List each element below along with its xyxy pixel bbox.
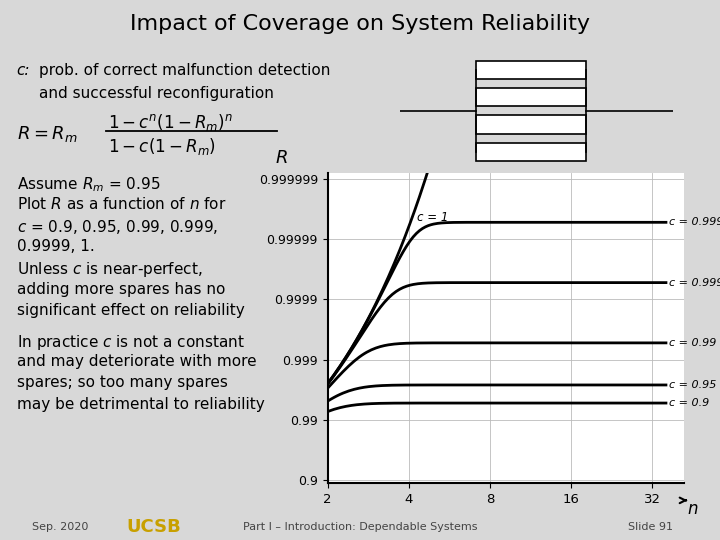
Bar bbox=[476, 116, 585, 133]
Text: 0.9999, 1.: 0.9999, 1. bbox=[17, 239, 94, 254]
Bar bbox=[476, 60, 585, 79]
Text: c = 1: c = 1 bbox=[417, 211, 449, 224]
Text: spares; so too many spares: spares; so too many spares bbox=[17, 375, 228, 390]
Text: $R = R_m$: $R = R_m$ bbox=[17, 124, 77, 144]
Text: prob. of correct malfunction detection: prob. of correct malfunction detection bbox=[39, 63, 330, 78]
Text: c = 0.99: c = 0.99 bbox=[669, 338, 716, 348]
X-axis label: $n$: $n$ bbox=[687, 501, 698, 518]
Text: $c$ = 0.9, 0.95, 0.99, 0.999,: $c$ = 0.9, 0.95, 0.99, 0.999, bbox=[17, 218, 217, 236]
Text: Part I – Introduction: Dependable Systems: Part I – Introduction: Dependable System… bbox=[243, 522, 477, 532]
Text: c = 0.95: c = 0.95 bbox=[669, 380, 716, 390]
Text: and may deteriorate with more: and may deteriorate with more bbox=[17, 354, 256, 369]
Text: c = 0.9: c = 0.9 bbox=[669, 398, 708, 408]
Text: Assume $R_m$ = 0.95: Assume $R_m$ = 0.95 bbox=[17, 175, 160, 194]
Text: c = 0.999: c = 0.999 bbox=[669, 278, 720, 288]
Text: Impact of Coverage on System Reliability: Impact of Coverage on System Reliability bbox=[130, 14, 590, 33]
Text: Unless $c$ is near-perfect,: Unless $c$ is near-perfect, bbox=[17, 260, 202, 280]
Bar bbox=[476, 143, 585, 161]
Text: may be detrimental to reliability: may be detrimental to reliability bbox=[17, 397, 264, 412]
Text: $1 - c(1 - R_m)$: $1 - c(1 - R_m)$ bbox=[108, 136, 216, 157]
Text: c:: c: bbox=[17, 63, 30, 78]
Text: adding more spares has no: adding more spares has no bbox=[17, 282, 225, 297]
Text: Slide 91: Slide 91 bbox=[628, 522, 673, 532]
Text: $1 - c^n(1 - R_m)^n$: $1 - c^n(1 - R_m)^n$ bbox=[108, 112, 233, 133]
Text: In practice $c$ is not a constant: In practice $c$ is not a constant bbox=[17, 333, 244, 352]
Text: c = 0.9999: c = 0.9999 bbox=[669, 217, 720, 227]
Text: significant effect on reliability: significant effect on reliability bbox=[17, 303, 244, 318]
Text: Plot $R$ as a function of $n$ for: Plot $R$ as a function of $n$ for bbox=[17, 197, 226, 212]
Text: UCSB: UCSB bbox=[126, 518, 181, 536]
Text: Sep. 2020: Sep. 2020 bbox=[32, 522, 89, 532]
Text: and successful reconfiguration: and successful reconfiguration bbox=[39, 86, 274, 100]
Bar bbox=[476, 88, 585, 106]
Y-axis label: $R$: $R$ bbox=[275, 148, 288, 166]
